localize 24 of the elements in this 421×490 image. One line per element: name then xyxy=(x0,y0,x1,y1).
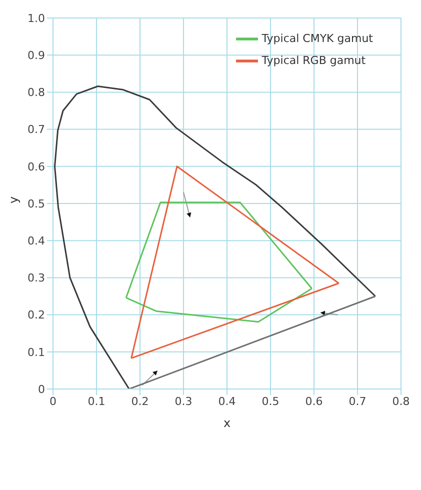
x-tick-label: 0.7 xyxy=(348,394,366,408)
y-tick-label: 0.9 xyxy=(28,49,45,62)
legend-label: Typical CMYK gamut xyxy=(262,32,373,46)
y-tick-label: 0.4 xyxy=(28,234,45,248)
y-axis-title: y xyxy=(6,196,20,204)
y-tick-label: 0 xyxy=(38,382,45,396)
x-tick-label: 0.3 xyxy=(174,394,192,408)
y-tick-label: 0.8 xyxy=(28,86,45,100)
y-tick-label: 1.0 xyxy=(28,12,45,25)
x-tick-label: 0.8 xyxy=(392,394,410,408)
y-tick-label: 0.1 xyxy=(28,346,45,359)
y-tick-label: 0.2 xyxy=(28,308,45,322)
x-tick-label: 0 xyxy=(50,394,56,408)
x-axis-title: x xyxy=(223,416,231,430)
x-tick-label: 0.6 xyxy=(305,394,323,408)
y-tick-label: 0.7 xyxy=(28,123,45,136)
y-tick-label: 0.6 xyxy=(28,160,45,174)
x-tick-label: 0.5 xyxy=(262,394,280,408)
y-tick-label: 0.3 xyxy=(28,272,45,285)
x-tick-label: 0.1 xyxy=(88,394,106,408)
y-tick-label: 0.5 xyxy=(28,197,45,210)
x-tick-label: 0.4 xyxy=(218,394,236,408)
legend-label: Typical RGB gamut xyxy=(262,54,366,68)
x-tick-label: 0.2 xyxy=(131,394,149,408)
